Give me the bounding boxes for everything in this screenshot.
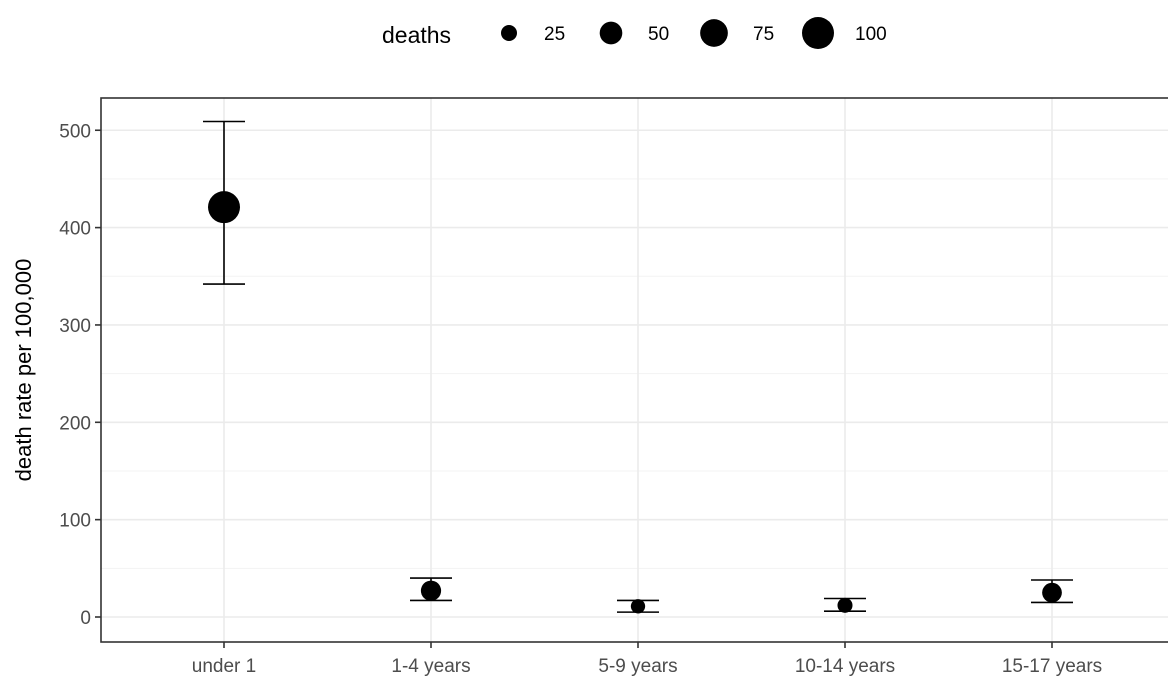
legend-entries: 25 50 75 100 — [501, 17, 887, 49]
legend-key — [700, 19, 728, 47]
x-tick-label: 5-9 years — [598, 656, 677, 677]
data-point — [208, 191, 240, 224]
y-tick-label: 400 — [59, 219, 91, 240]
data-point — [420, 580, 442, 601]
data-points — [208, 191, 1062, 614]
legend-label: 50 — [648, 24, 669, 45]
legend-key — [599, 21, 623, 45]
legend-label: 75 — [753, 24, 774, 45]
legend: deaths 25 50 75 100 — [382, 17, 887, 49]
y-tick-label: 500 — [59, 121, 91, 142]
y-tick-label: 200 — [59, 413, 91, 434]
data-point — [837, 597, 853, 613]
x-tick-label: 15-17 years — [1002, 656, 1102, 677]
y-tick-label: 0 — [80, 608, 91, 629]
x-axis: under 1 1-4 years 5-9 years 10-14 years 15-1… — [192, 642, 1102, 677]
data-point — [630, 599, 646, 614]
y-tick-label: 300 — [59, 316, 91, 337]
legend-title: deaths — [382, 22, 451, 48]
panel-border — [100, 97, 1168, 643]
legend-label: 100 — [855, 24, 887, 45]
legend-key — [802, 17, 834, 49]
x-tick-label: 10-14 years — [795, 656, 895, 677]
legend-label: 25 — [544, 24, 565, 45]
x-tick-label: 1-4 years — [391, 656, 470, 677]
data-point — [1042, 582, 1062, 603]
y-axis-title: death rate per 100,000 — [11, 259, 36, 482]
y-axis: 0 100 200 300 400 500 — [59, 121, 101, 629]
x-tick-label: under 1 — [192, 656, 256, 677]
y-tick-label: 100 — [59, 511, 91, 532]
legend-key — [501, 25, 517, 41]
grid — [101, 98, 1168, 642]
plot-panel — [100, 97, 1168, 643]
